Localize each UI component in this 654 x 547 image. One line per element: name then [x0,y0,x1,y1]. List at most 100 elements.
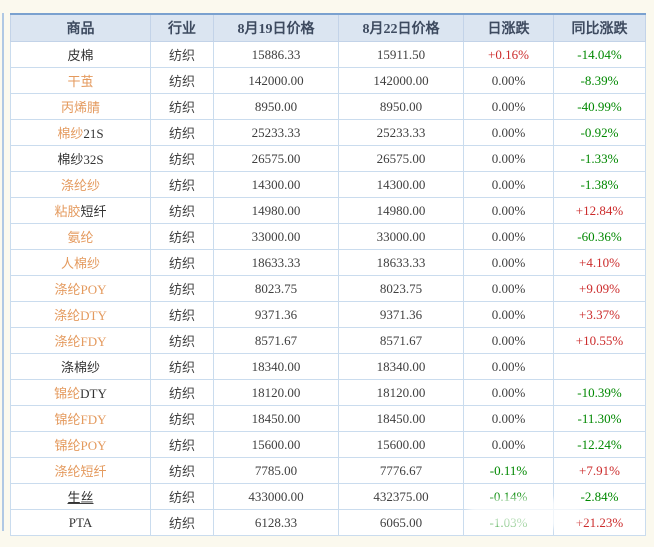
daily-change-cell: 0.00% [463,67,554,94]
commodity-name-part: 干茧 [67,74,94,89]
commodity-cell: 人棉纱 [10,249,151,276]
commodity-name-part: 棉纱32S [57,152,104,167]
commodity-name-part: 锦纶 [54,386,81,401]
commodity-cell: 棉纱32S [10,145,151,172]
commodity-link[interactable]: 生丝 [67,490,93,505]
price-aug19-cell: 33000.00 [213,223,339,250]
table-row: 干茧 纺织 142000.00 142000.00 0.00% -8.39% [10,67,646,94]
industry-cell: 纺织 [150,145,214,172]
price-aug19-cell: 14980.00 [213,197,339,224]
industry-cell: 纺织 [150,483,214,510]
industry-cell: 纺织 [150,275,214,302]
commodity-name-part: 涤棉纱 [60,360,100,375]
commodity-name-part: 锦纶POY [54,438,107,453]
yoy-change-cell: +9.09% [553,275,646,302]
yoy-change-cell: +12.84% [553,197,646,224]
yoy-change-cell: -10.39% [553,379,646,406]
commodity-name-part: 人棉纱 [60,256,100,271]
price-aug19-cell: 8023.75 [213,275,339,302]
price-aug19-cell: 7785.00 [213,457,339,484]
yoy-change-cell: +7.91% [553,457,646,484]
commodity-link[interactable]: 棉纱21S [57,126,103,141]
table-row: 涤纶DTY 纺织 9371.36 9371.36 0.00% +3.37% [10,301,646,328]
commodity-cell: 丙烯腈 [10,93,151,120]
column-header: 行业 [150,13,214,42]
table-row: 锦纶FDY 纺织 18450.00 18450.00 0.00% -11.30% [10,405,646,432]
column-header: 商品 [10,13,151,42]
commodity-name-part: 涤纶纱 [60,178,100,193]
commodity-name-part: 涤纶FDY [54,334,107,349]
commodity-cell: 生丝 [10,483,151,510]
table-row: 皮棉 纺织 15886.33 15911.50 +0.16% -14.04% [10,41,646,68]
commodity-link[interactable]: 锦纶POY [54,438,106,453]
price-aug19-cell: 8571.67 [213,327,339,354]
commodity-link[interactable]: 锦纶FDY [54,412,106,427]
daily-change-cell: 0.00% [463,171,554,198]
price-aug22-cell: 25233.33 [338,119,464,146]
price-aug19-cell: 9371.36 [213,301,339,328]
daily-change-cell: 0.00% [463,223,554,250]
price-aug22-cell: 18120.00 [338,379,464,406]
price-aug19-cell: 25233.33 [213,119,339,146]
price-aug22-cell: 18450.00 [338,405,464,432]
commodity-name-part: DTY [80,386,107,401]
commodity-name-part: 21S [83,126,104,141]
commodity-link[interactable]: 涤纶FDY [54,334,106,349]
price-aug22-cell: 18633.33 [338,249,464,276]
yoy-change-cell: +21.23% [553,509,646,536]
price-aug22-cell: 8571.67 [338,327,464,354]
commodity-link[interactable]: 棉纱32S [57,152,103,167]
yoy-change-cell: -12.24% [553,431,646,458]
commodity-cell: 氨纶 [10,223,151,250]
commodity-link[interactable]: PTA [69,515,93,530]
commodity-cell: PTA [10,509,151,536]
price-aug22-cell: 18340.00 [338,353,464,380]
commodity-link[interactable]: 涤棉纱 [61,360,100,375]
price-aug19-cell: 8950.00 [213,93,339,120]
column-header: 8月22日价格 [338,13,464,42]
commodity-link[interactable]: 涤纶DTY [54,308,107,323]
commodity-link[interactable]: 丙烯腈 [61,100,100,115]
table-row: 锦纶POY 纺织 15600.00 15600.00 0.00% -12.24% [10,431,646,458]
commodity-cell: 涤纶短纤 [10,457,151,484]
daily-change-cell: +0.16% [463,41,554,68]
commodity-cell: 锦纶POY [10,431,151,458]
industry-cell: 纺织 [150,119,214,146]
commodity-name-part: 粘胶 [54,204,81,219]
commodity-link[interactable]: 涤纶纱 [61,178,100,193]
commodity-link[interactable]: 人棉纱 [61,256,100,271]
yoy-change-cell: -14.04% [553,41,646,68]
industry-cell: 纺织 [150,67,214,94]
commodity-link[interactable]: 氨纶 [67,230,93,245]
industry-cell: 纺织 [150,223,214,250]
header-row: 商品 行业 8月19日价格 8月22日价格 日涨跌 同比涨跌 [10,13,646,42]
commodity-link[interactable]: 干茧 [67,74,93,89]
commodity-name-part: 短纤 [80,204,107,219]
industry-cell: 纺织 [150,457,214,484]
commodity-cell: 干茧 [10,67,151,94]
industry-cell: 纺织 [150,93,214,120]
table-row: 涤纶FDY 纺织 8571.67 8571.67 0.00% +10.55% [10,327,646,354]
table-row: PTA 纺织 6128.33 6065.00 -1.03% +21.23% [10,509,646,536]
price-aug19-cell: 26575.00 [213,145,339,172]
table-row: 涤纶POY 纺织 8023.75 8023.75 0.00% +9.09% [10,275,646,302]
yoy-change-cell: +10.55% [553,327,646,354]
commodity-link[interactable]: 涤纶POY [54,282,106,297]
yoy-change-cell [553,353,646,380]
price-aug19-cell: 18633.33 [213,249,339,276]
price-aug19-cell: 18120.00 [213,379,339,406]
commodity-cell: 锦纶FDY [10,405,151,432]
commodity-link[interactable]: 涤纶短纤 [54,464,106,479]
commodity-cell: 涤棉纱 [10,353,151,380]
table-body: 皮棉 纺织 15886.33 15911.50 +0.16% -14.04% 干茧 纺织 142… [10,41,646,536]
commodity-name-part: 氨纶 [67,230,94,245]
commodity-name-part: 皮棉 [67,48,94,63]
commodity-name-part: 涤纶DTY [54,308,107,323]
commodity-link[interactable]: 锦纶DTY [54,386,107,401]
price-aug22-cell: 14980.00 [338,197,464,224]
commodity-link[interactable]: 皮棉 [67,48,93,63]
yoy-change-cell: +3.37% [553,301,646,328]
price-aug22-cell: 6065.00 [338,509,464,536]
commodity-link[interactable]: 粘胶短纤 [54,204,106,219]
industry-cell: 纺织 [150,379,214,406]
